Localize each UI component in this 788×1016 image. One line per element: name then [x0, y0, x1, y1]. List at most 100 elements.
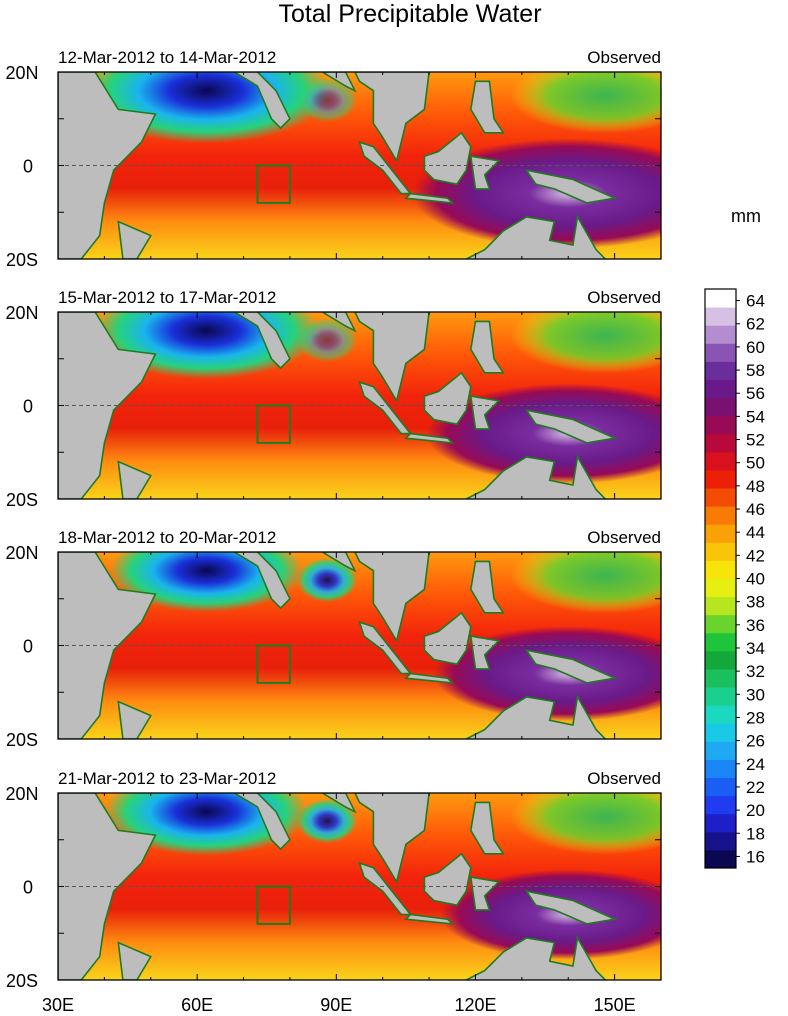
study-region-box	[256, 644, 291, 684]
land-mass	[354, 312, 430, 403]
colorbar-swatch	[705, 506, 736, 525]
land-mass	[354, 72, 430, 163]
colorbar-label: 16	[746, 847, 765, 866]
land-mass	[117, 220, 152, 259]
land-mass	[423, 611, 472, 666]
land-mass	[524, 890, 618, 925]
latitude-label: 0	[23, 157, 33, 177]
latitude-label: 20S	[6, 250, 38, 270]
land-mass	[354, 552, 430, 643]
colorbar-label: 58	[746, 361, 765, 380]
map-panel: 20N 0 20S 21-Mar-2012 to 23-Mar-2012 Observe…	[5, 769, 662, 991]
colorbar-swatch	[705, 741, 736, 760]
land-mass	[423, 852, 472, 907]
latitude-label: 0	[23, 637, 33, 657]
latitude-label: 20N	[5, 63, 38, 83]
land-mass	[464, 214, 607, 259]
panel-status: Observed	[587, 288, 661, 307]
colorbar-label: 46	[746, 500, 765, 519]
study-region-box	[256, 164, 291, 204]
colorbar-swatch	[705, 795, 736, 815]
colorbar-label: 34	[746, 639, 765, 658]
panel-status: Observed	[587, 528, 661, 547]
colorbar-swatch	[705, 469, 736, 489]
land-mass	[423, 371, 472, 426]
land-mass	[464, 694, 607, 739]
colorbar-label: 32	[746, 662, 765, 681]
colorbar-label: 50	[746, 454, 765, 473]
land-mass	[469, 801, 505, 855]
land-mass	[464, 454, 607, 499]
colorbar-label: 38	[746, 593, 765, 612]
land-mass	[469, 560, 505, 614]
colorbar-label: 56	[746, 384, 765, 403]
land-mass	[358, 140, 413, 195]
land-mass	[358, 380, 413, 435]
land-mass	[232, 793, 291, 851]
colorbar-swatch	[705, 415, 736, 435]
colorbar-swatch	[705, 488, 736, 507]
longitude-label: 150E	[594, 995, 636, 1015]
land-mass	[58, 72, 157, 259]
land-mass	[404, 913, 455, 925]
figure-title: Total Precipitable Water	[278, 0, 541, 28]
colorbar-swatch	[705, 723, 736, 742]
latitude-label: 20N	[5, 784, 38, 804]
colorbar-swatch	[705, 289, 736, 308]
colorbar-swatch	[705, 813, 736, 833]
colorbar-label: 60	[746, 338, 765, 357]
colorbar-swatch	[705, 687, 736, 706]
latitude-label: 0	[23, 878, 33, 898]
land-mass	[404, 192, 455, 204]
colorbar-swatch	[705, 650, 736, 670]
panel-date-range: 12-Mar-2012 to 14-Mar-2012	[58, 48, 276, 67]
map-panels: 20N 0 20S 12-Mar-2012 to 14-Mar-2012 Observe…	[5, 48, 662, 991]
colorbar-swatch	[705, 705, 736, 724]
colorbar-swatch	[705, 361, 736, 380]
latitude-label: 20N	[5, 303, 38, 323]
longitude-label: 120E	[454, 995, 496, 1015]
latitude-label: 20S	[6, 730, 38, 750]
land-mass	[524, 649, 618, 684]
land-mass	[320, 312, 357, 333]
colorbar-swatch	[705, 632, 736, 652]
map-panel: 20N 0 20S 12-Mar-2012 to 14-Mar-2012 Observe…	[5, 48, 662, 270]
land-mass	[320, 793, 357, 814]
study-region-box	[256, 404, 291, 444]
land-mass	[117, 460, 152, 499]
panel-date-range: 21-Mar-2012 to 23-Mar-2012	[58, 769, 276, 788]
colorbar-label: 62	[746, 315, 765, 334]
colorbar-label: 20	[746, 801, 765, 820]
colorbar-swatch	[705, 578, 736, 598]
colorbar-swatch	[705, 614, 736, 634]
colorbar-label: 30	[746, 685, 765, 704]
dry-region	[109, 552, 304, 613]
colorbar-swatch	[705, 524, 736, 543]
colorbar-swatch	[705, 596, 736, 616]
wet-region	[440, 869, 661, 960]
land-mass	[469, 876, 501, 911]
colorbar-label: 18	[746, 824, 765, 843]
map-panel: 20N 0 20S 18-Mar-2012 to 20-Mar-2012 Observe…	[5, 528, 662, 750]
colorbar-swatch	[705, 668, 736, 688]
colorbar-units: mm	[731, 206, 761, 226]
land-mass	[469, 395, 501, 430]
colorbar-label: 42	[746, 546, 765, 565]
colorbar-swatch	[705, 759, 736, 779]
land-mass	[469, 635, 501, 670]
colorbar-label: 24	[746, 755, 765, 774]
latitude-label: 20N	[5, 543, 38, 563]
colorbar-swatch	[705, 307, 736, 326]
colorbar-swatch	[705, 433, 736, 453]
colorbar-label: 48	[746, 477, 765, 496]
land-mass	[320, 72, 357, 93]
land-mass	[524, 169, 618, 204]
land-mass	[232, 312, 291, 370]
longitude-label: 30E	[42, 995, 74, 1015]
panel-date-range: 18-Mar-2012 to 20-Mar-2012	[58, 528, 276, 547]
colorbar-swatch	[705, 542, 736, 561]
longitude-label: 60E	[181, 995, 213, 1015]
colorbar-swatch	[705, 379, 736, 399]
panel-status: Observed	[587, 769, 661, 788]
land-mass	[524, 409, 618, 444]
